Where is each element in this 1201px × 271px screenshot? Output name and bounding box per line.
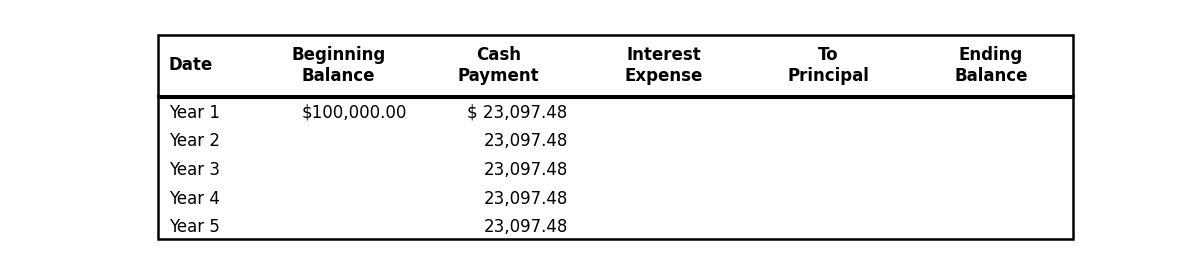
Text: 23,097.48: 23,097.48 [483, 161, 568, 179]
Text: Interest
Expense: Interest Expense [625, 46, 703, 85]
Text: $100,000.00: $100,000.00 [303, 104, 407, 122]
Text: Year 1: Year 1 [168, 104, 220, 122]
Text: Cash
Payment: Cash Payment [458, 46, 539, 85]
Text: Beginning
Balance: Beginning Balance [292, 46, 386, 85]
Text: Year 3: Year 3 [168, 161, 220, 179]
Text: Date: Date [168, 56, 213, 74]
Text: $ 23,097.48: $ 23,097.48 [467, 104, 568, 122]
Text: To
Principal: To Principal [788, 46, 870, 85]
Text: Year 5: Year 5 [168, 218, 220, 236]
Text: 23,097.48: 23,097.48 [483, 133, 568, 150]
Text: Ending
Balance: Ending Balance [955, 46, 1028, 85]
Text: 23,097.48: 23,097.48 [483, 218, 568, 236]
Text: 23,097.48: 23,097.48 [483, 190, 568, 208]
Text: Year 2: Year 2 [168, 133, 220, 150]
Text: Year 4: Year 4 [168, 190, 220, 208]
